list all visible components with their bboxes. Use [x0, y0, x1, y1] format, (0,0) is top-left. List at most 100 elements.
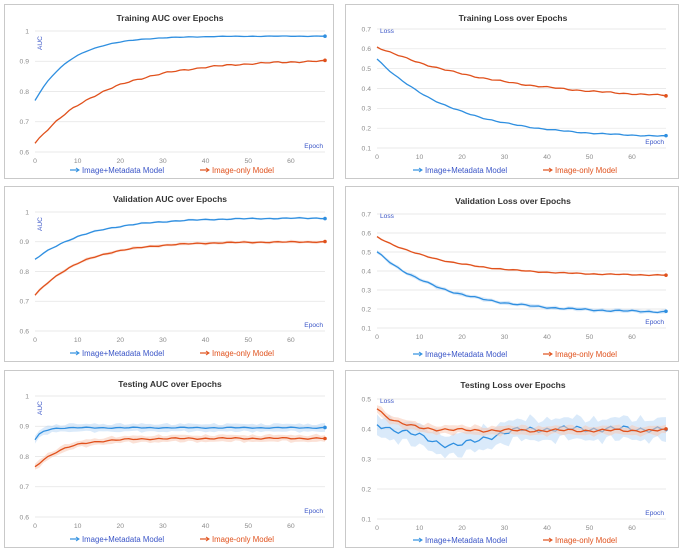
x-tick-label: 60: [628, 334, 636, 341]
x-tick-label: 50: [244, 337, 252, 344]
y-tick-label: 0.9: [20, 59, 30, 66]
legend-arrow-icon: [548, 167, 553, 173]
y-tick-label: 0.5: [362, 66, 372, 73]
x-tick-label: 30: [159, 523, 167, 530]
x-tick-label: 10: [416, 525, 424, 532]
x-tick-label: 30: [501, 525, 509, 532]
chart-title: Training AUC over Epochs: [117, 13, 224, 23]
y-tick-label: 0.2: [362, 486, 372, 493]
legend-label: Image-only Model: [212, 166, 274, 175]
series-end-marker: [664, 309, 668, 314]
legend-label: Image+Metadata Model: [82, 535, 164, 544]
y-tick-label: 0.9: [20, 424, 30, 431]
x-tick-label: 0: [33, 337, 37, 344]
chart-panel-val-loss: Validation Loss over Epochs 0.1 0.2 0.3 0.4 0…: [345, 186, 679, 362]
confidence-band: [377, 405, 666, 437]
x-tick-label: 30: [501, 154, 509, 161]
legend-label: Image+Metadata Model: [425, 536, 507, 545]
series-end-marker: [323, 216, 327, 221]
y-tick-label: 0.4: [362, 268, 372, 275]
series-end-marker: [664, 133, 668, 138]
legend-arrow-icon: [548, 537, 553, 543]
confidence-band: [35, 216, 325, 261]
x-tick-label: 0: [375, 334, 379, 341]
chart-title: Training Loss over Epochs: [459, 13, 568, 23]
chart-panel-test-loss: Testing Loss over Epochs 0.1 0.2 0.3 0.4 0.5 0…: [345, 370, 679, 548]
series-line: [34, 35, 325, 101]
x-tick-label: 20: [458, 525, 466, 532]
y-tick-label: 0.5: [362, 249, 372, 256]
legend-label: Image+Metadata Model: [425, 350, 507, 359]
chart-train-loss: Training Loss over Epochs 0.1 0.2 0.3 0.4 0.5…: [362, 13, 668, 175]
x-tick-label: 40: [543, 154, 551, 161]
y-tick-label: 0.3: [362, 287, 372, 294]
chart-panel-val-auc: Validation AUC over Epochs 0.6 0.7 0.8 0.9 1 0…: [4, 186, 334, 362]
legend-label: Image-only Model: [555, 350, 617, 359]
series-line: [34, 217, 325, 260]
y-axis-label: Loss: [380, 398, 395, 405]
y-axis-label: AUC: [37, 36, 44, 50]
x-tick-label: 10: [74, 337, 82, 344]
x-tick-label: 30: [159, 337, 167, 344]
chart-panel-train-loss: Training Loss over Epochs 0.1 0.2 0.3 0.4 0.5…: [345, 4, 679, 179]
series-end-marker: [323, 239, 327, 244]
chart-title: Testing Loss over Epochs: [460, 380, 565, 390]
y-tick-label: 0.6: [362, 46, 372, 53]
series-end-marker: [323, 436, 327, 441]
series-line: [34, 59, 326, 144]
x-tick-label: 50: [244, 158, 252, 165]
legend-arrow-icon: [418, 167, 423, 173]
x-tick-label: 30: [159, 158, 167, 165]
chart-title: Testing AUC over Epochs: [118, 379, 222, 389]
series-line: [376, 236, 667, 277]
x-tick-label: 10: [416, 154, 424, 161]
y-tick-label: 0.3: [362, 106, 372, 113]
legend-arrow-icon: [418, 537, 423, 543]
chart-panel-test-auc: Testing AUC over Epochs 0.6 0.7 0.8 0.9 1 0 10 2…: [4, 370, 334, 548]
x-tick-label: 20: [458, 334, 466, 341]
series-end-marker: [323, 34, 327, 39]
y-tick-label: 0.7: [20, 299, 30, 306]
legend-label: Image+Metadata Model: [425, 166, 507, 175]
y-axis-label: AUC: [37, 401, 44, 415]
series-end-marker: [323, 425, 327, 430]
y-tick-label: 0.5: [362, 396, 372, 403]
chart-val-auc: Validation AUC over Epochs0.60.70.80.910…: [20, 194, 327, 358]
x-axis-label: Epoch: [304, 322, 323, 329]
y-tick-label: 0.7: [362, 26, 372, 33]
chart-val-loss: Validation Loss over Epochs 0.1 0.2 0.3 0.4 0…: [362, 196, 668, 359]
x-tick-label: 20: [117, 158, 125, 165]
legend-label: Image+Metadata Model: [82, 349, 164, 358]
x-tick-label: 0: [33, 523, 37, 530]
x-tick-label: 20: [117, 337, 125, 344]
series-line: [376, 46, 667, 97]
x-tick-label: 0: [375, 154, 379, 161]
y-tick-label: 0.1: [362, 145, 372, 152]
y-tick-label: 0.6: [20, 514, 30, 521]
legend-label: Image-only Model: [212, 349, 274, 358]
y-tick-label: 1: [25, 28, 29, 35]
x-tick-label: 40: [202, 523, 210, 530]
y-tick-label: 0.9: [20, 239, 30, 246]
series-line: [34, 240, 326, 296]
x-tick-label: 60: [287, 158, 295, 165]
series-line: [376, 408, 667, 433]
y-tick-label: 0.6: [362, 230, 372, 237]
legend-arrow-icon: [205, 536, 210, 542]
x-axis-label: Epoch: [645, 319, 664, 326]
x-tick-label: 50: [586, 154, 594, 161]
y-tick-label: 0.2: [362, 126, 372, 133]
x-tick-label: 0: [33, 158, 37, 165]
series-line: [34, 436, 326, 468]
series-end-marker: [664, 427, 668, 431]
x-tick-label: 60: [628, 154, 636, 161]
y-tick-label: 0.8: [20, 269, 30, 276]
legend-arrow-icon: [418, 351, 423, 357]
x-tick-label: 40: [202, 337, 210, 344]
y-tick-label: 0.8: [20, 454, 30, 461]
legend-label: Image+Metadata Model: [82, 166, 164, 175]
series-line: [376, 251, 667, 314]
confidence-band: [35, 239, 325, 297]
